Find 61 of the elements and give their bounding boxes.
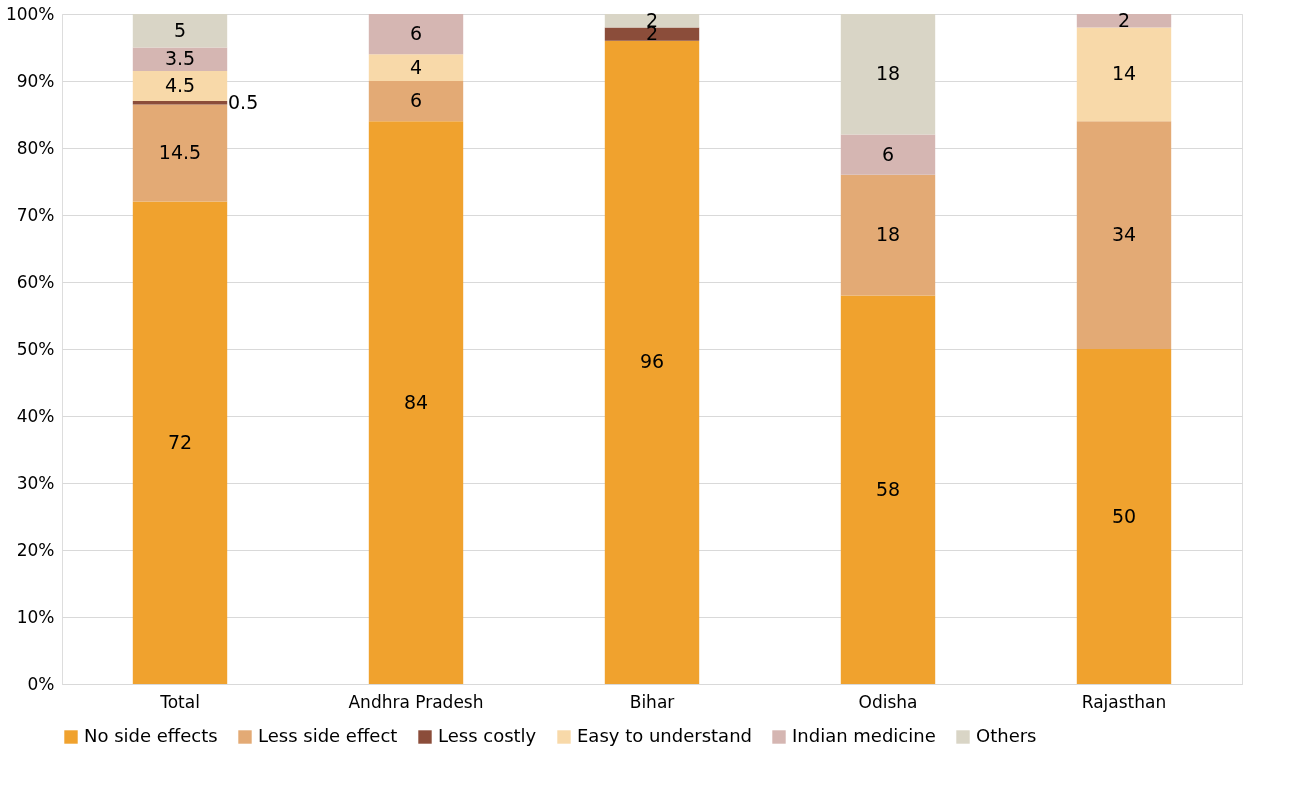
bar (368, 54, 464, 81)
data-label: 5 (173, 18, 187, 41)
bar (132, 47, 228, 71)
legend-label: Less costly (438, 725, 537, 746)
data-label: 84 (403, 390, 429, 413)
bar (368, 14, 464, 55)
y-tick-label: 40% (16, 405, 55, 426)
y-tick-label: 20% (16, 539, 55, 560)
x-tick-label: Odisha (858, 691, 918, 712)
bar (132, 104, 228, 202)
data-label: 34 (1111, 223, 1137, 246)
bar (132, 14, 228, 48)
data-label: 2 (1117, 8, 1131, 31)
legend-label: Others (976, 725, 1037, 746)
bar (1076, 349, 1172, 684)
legend-label: Less side effect (258, 725, 398, 746)
bar (604, 27, 700, 41)
bar (132, 70, 228, 102)
x-tick-label: Andhra Pradesh (348, 691, 484, 712)
bar (604, 14, 700, 28)
y-tick-label: 0% (27, 673, 55, 694)
data-label: 4 (409, 55, 423, 78)
bar (604, 40, 700, 684)
data-label: 96 (639, 350, 665, 373)
bar (132, 201, 228, 684)
bar (1076, 27, 1172, 122)
bar (840, 295, 936, 684)
y-tick-label: 90% (16, 70, 55, 91)
bar (840, 134, 936, 175)
data-label: 14 (1111, 62, 1137, 85)
data-label: 0.5 (228, 90, 259, 113)
x-tick-label: Total (159, 691, 200, 712)
y-tick-label: 10% (16, 606, 55, 627)
data-label: 18 (875, 62, 901, 85)
data-label: 6 (881, 142, 895, 165)
data-label: 3.5 (164, 47, 196, 70)
bar (840, 174, 936, 296)
data-label: 6 (409, 22, 423, 45)
bar (1076, 14, 1172, 28)
y-tick-label: 30% (16, 472, 55, 493)
data-label: 18 (875, 223, 901, 246)
bar (840, 14, 936, 135)
data-label: 50 (1111, 504, 1137, 527)
data-label: 4.5 (164, 74, 196, 97)
legend-label: No side effects (84, 725, 218, 746)
x-tick-label: Rajasthan (1081, 691, 1167, 712)
x-tick-label: Bihar (629, 691, 675, 712)
y-tick-label: 100% (5, 3, 55, 24)
y-tick-label: 80% (16, 137, 55, 158)
data-label: 14.5 (158, 141, 202, 164)
bar (368, 81, 464, 122)
y-tick-label: 60% (16, 271, 55, 292)
y-tick-label: 70% (16, 204, 55, 225)
data-label: 6 (409, 89, 423, 112)
bar (1076, 121, 1172, 349)
legend-label: Easy to understand (577, 725, 752, 746)
bar (368, 121, 464, 684)
data-label: 72 (167, 430, 193, 453)
data-label: 58 (875, 477, 901, 500)
y-tick-label: 50% (16, 338, 55, 359)
legend-label: Indian medicine (792, 725, 936, 746)
